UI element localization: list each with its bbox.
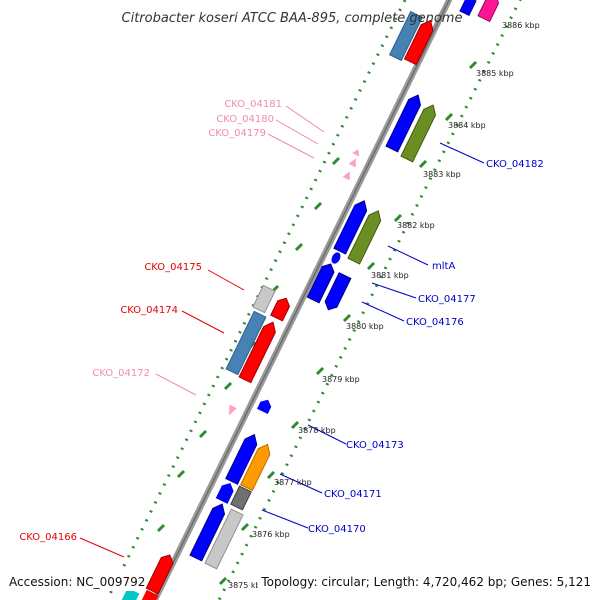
gene-cko-04181[interactable] [352, 148, 362, 157]
genome-title: Citrobacter koseri ATCC BAA-895, complet… [122, 11, 463, 26]
gene-top-blue-2[interactable] [459, 0, 477, 17]
label-cko-04175[interactable]: CKO_04175 [144, 262, 202, 273]
gene-cko-04177[interactable] [306, 261, 336, 304]
label-cko-04171[interactable]: CKO_04171 [324, 489, 382, 500]
label-cko-04182[interactable]: CKO_04182 [486, 159, 544, 170]
gene-blue-small-2[interactable] [215, 480, 236, 504]
gene-bottom-red[interactable] [141, 589, 159, 600]
label-cko-04172[interactable]: CKO_04172 [92, 368, 150, 379]
footer-topology-bg [258, 571, 596, 591]
outer-left-ring [105, 0, 407, 600]
gene-cko-04166[interactable] [145, 552, 175, 595]
backbone [151, 0, 453, 600]
gene-blue-mlta[interactable] [333, 198, 370, 255]
gene-cko-04180[interactable] [348, 157, 360, 168]
kbp-3879: 3879 kbp [322, 375, 360, 384]
topology-label: Topology: circular; Length: 4,720,462 bp… [260, 575, 591, 589]
label-cko-04180[interactable]: CKO_04180 [216, 114, 274, 125]
label-cko-04176[interactable]: CKO_04176 [406, 317, 464, 328]
label-cko-04181[interactable]: CKO_04181 [224, 99, 282, 110]
kbp-3885: 3885 kbp [476, 69, 514, 78]
gene-top-blue[interactable] [388, 10, 424, 62]
gene-cko-04174[interactable] [238, 319, 279, 384]
label-cko-04173[interactable]: CKO_04173 [346, 440, 404, 451]
kbp-3876: 3876 kbp [252, 530, 290, 539]
label-cko-04170[interactable]: CKO_04170 [308, 524, 366, 535]
gene-top-red[interactable] [403, 18, 437, 66]
gene-cko-04176[interactable] [323, 272, 352, 313]
kbp-markers: 3875 kbp 3876 kbp 3877 kbp 3878 kbp 3879… [228, 21, 540, 590]
gene-cko-04173[interactable] [225, 432, 260, 485]
footer-accession-bg [4, 571, 144, 591]
kbp-3877: 3877 kbp [274, 478, 312, 487]
gene-small-blue[interactable] [330, 251, 342, 265]
gene-cko-04172[interactable] [225, 404, 237, 417]
gene-mlta[interactable] [347, 208, 384, 265]
gene-features [120, 0, 502, 600]
gene-grey-dark[interactable] [230, 485, 252, 511]
gene-grey-light[interactable] [204, 508, 244, 570]
label-cko-04177[interactable]: CKO_04177 [418, 294, 476, 305]
kbp-3886: 3886 kbp [502, 21, 540, 30]
gene-labels: CKO_04181 CKO_04180 CKO_04179 CKO_04182 … [19, 99, 543, 543]
label-cko-04174[interactable]: CKO_04174 [120, 305, 178, 316]
label-mlta[interactable]: mltA [432, 261, 455, 272]
kbp-3878: 3878 kbp [298, 426, 336, 435]
tick-rings [105, 0, 522, 600]
gene-cko-04179[interactable] [342, 170, 354, 181]
kbp-3883: 3883 kbp [423, 170, 461, 179]
label-cko-04179[interactable]: CKO_04179 [208, 128, 266, 139]
accession-label: Accession: NC_009792 [9, 575, 145, 589]
kbp-3882: 3882 kbp [397, 221, 435, 230]
kbp-3884: 3884 kbp [448, 121, 486, 130]
callout-lines [79, 105, 485, 558]
kbp-3880: 3880 kbp [346, 322, 384, 331]
label-cko-04166[interactable]: CKO_04166 [19, 532, 77, 543]
gene-bottom-cyan[interactable] [120, 587, 140, 600]
gene-steelblue[interactable] [225, 310, 267, 376]
gene-cko-04175[interactable] [252, 284, 276, 314]
gene-green-04182[interactable] [400, 102, 439, 163]
kbp-3875: 3875 kbp [228, 581, 266, 590]
gene-cko-04171[interactable] [239, 442, 274, 492]
gene-cko-04170[interactable] [189, 501, 228, 562]
major-ticks [156, 60, 478, 586]
kbp-3881: 3881 kbp [371, 271, 409, 280]
gene-red-small[interactable] [270, 295, 292, 322]
gene-cko-04173-small[interactable] [256, 397, 273, 415]
gene-cko-04182[interactable] [385, 92, 424, 153]
gene-top-pink[interactable] [477, 0, 502, 23]
